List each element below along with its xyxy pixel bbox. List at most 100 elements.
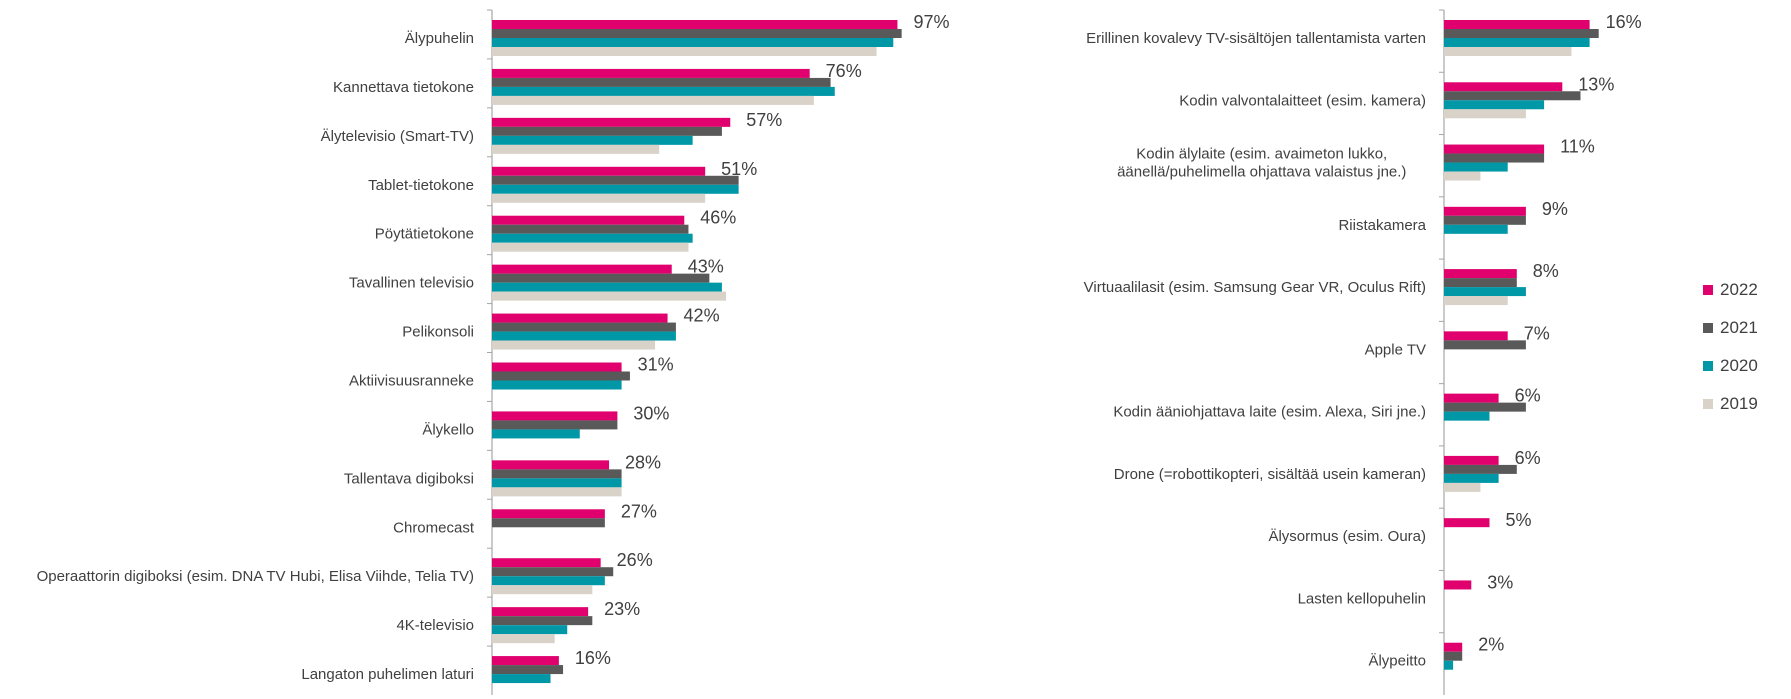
data-label: 27%: [621, 501, 657, 521]
category-label: Apple TV: [1365, 341, 1426, 358]
bar-2022: [1444, 393, 1499, 403]
bar-2020: [492, 674, 551, 684]
category-label: Kodin älylaite (esim. avaimeton lukko, ää…: [1117, 146, 1406, 181]
bar-2020: [1444, 100, 1545, 110]
bar-2019: [492, 242, 689, 252]
bar-2021: [492, 77, 831, 87]
category-label: Operaattorin digiboksi (esim. DNA TV Hub…: [37, 568, 474, 585]
data-label: 8%: [1533, 261, 1559, 281]
bar-2022: [1444, 518, 1490, 528]
bar-2022: [492, 20, 898, 29]
data-label: 6%: [1515, 386, 1541, 406]
bar-2019: [492, 487, 622, 497]
data-label: 51%: [721, 159, 757, 179]
bar-2022: [492, 68, 810, 78]
data-label: 11%: [1560, 137, 1595, 157]
bar-2021: [492, 616, 593, 626]
bar-2022: [492, 313, 668, 323]
category-label: Pelikonsoli: [402, 324, 474, 341]
bar-2019: [1444, 47, 1572, 56]
bar-2022: [492, 411, 618, 421]
bar-2021: [492, 224, 689, 234]
data-label: 28%: [625, 452, 661, 472]
bar-2020: [492, 625, 568, 635]
category-label: Kannettava tietokone: [333, 79, 474, 96]
bar-2021: [492, 29, 902, 38]
bar-2021: [492, 665, 564, 675]
bar-2022: [1444, 642, 1463, 652]
data-label: 97%: [913, 12, 949, 32]
bar-2022: [492, 509, 605, 519]
legend-swatch-2019: [1703, 399, 1713, 409]
bar-2020: [492, 331, 676, 341]
bar-2022: [492, 460, 610, 470]
bar-2019: [492, 144, 660, 154]
bar-2019: [492, 634, 555, 644]
data-label: 76%: [826, 61, 862, 81]
bar-2019: [1444, 109, 1526, 119]
category-label: Pöytätietokone: [375, 226, 474, 243]
bar-2021: [492, 469, 622, 479]
bar-2021: [492, 518, 605, 528]
bar-2022: [1444, 82, 1563, 92]
bar-2022: [492, 656, 559, 666]
data-label: 16%: [1606, 12, 1642, 32]
bar-2022: [1444, 144, 1545, 154]
data-label: 23%: [604, 599, 640, 619]
chart-1: 97% Älypuhelin 76% Kannettava tietokone 57% Ä…: [37, 9, 949, 695]
bar-2021: [492, 567, 614, 577]
bar-2022: [1444, 20, 1590, 29]
bar-2019: [492, 193, 706, 203]
bar-2019: [492, 47, 877, 56]
data-label: 30%: [633, 403, 669, 423]
category-label: 4K-televisio: [396, 617, 474, 634]
chart-2: 16% Erillinen kovalevy TV-sisältöjen tall…: [1084, 9, 1642, 695]
data-label: 26%: [617, 550, 653, 570]
bar-2022: [1444, 580, 1472, 590]
bar-2021: [1444, 340, 1526, 350]
bar-2021: [1444, 91, 1581, 101]
category-label: Langaton puhelimen laturi: [301, 666, 474, 683]
bar-2021: [492, 175, 739, 185]
bar-2022: [492, 215, 685, 225]
category-label: Älypeitto: [1368, 653, 1426, 670]
legend-label-2020: 2020: [1720, 356, 1758, 375]
bar-2021: [492, 420, 618, 430]
bar-2021: [1444, 464, 1517, 474]
bar-2021: [492, 322, 676, 332]
category-label: Chromecast: [393, 519, 475, 536]
category-label: Tallentava digiboksi: [344, 470, 474, 487]
bar-2020: [1444, 411, 1490, 421]
data-label: 42%: [684, 306, 720, 326]
legend: 2022 2021 2020 2019: [1703, 280, 1758, 413]
data-label: 7%: [1524, 323, 1550, 343]
bar-2020: [1444, 287, 1526, 297]
bar-2020: [492, 184, 739, 194]
data-label: 6%: [1515, 448, 1541, 468]
bar-2022: [492, 264, 672, 274]
bar-2019: [492, 291, 727, 301]
legend-label-2022: 2022: [1720, 280, 1758, 299]
data-label: 16%: [575, 648, 611, 668]
category-label: Älypuhelin: [405, 30, 474, 47]
bar-2022: [1444, 206, 1526, 216]
bar-2020: [492, 429, 580, 439]
bar-2020: [492, 38, 894, 47]
bar-2019: [1444, 171, 1481, 181]
data-label: 43%: [688, 257, 724, 277]
bar-2020: [492, 282, 722, 292]
bar-2020: [1444, 162, 1508, 172]
bar-2020: [1444, 660, 1454, 670]
bar-2019: [1444, 296, 1508, 306]
bar-2021: [492, 371, 630, 381]
bar-2020: [1444, 224, 1508, 234]
bar-2022: [492, 607, 589, 617]
category-label: Aktiivisuusranneke: [349, 373, 474, 390]
bar-2020: [492, 380, 622, 390]
data-label: 9%: [1542, 199, 1568, 219]
category-label: Älytelevisio (Smart-TV): [321, 128, 474, 145]
category-label: Drone (=robottikopteri, sisältää usein k…: [1114, 466, 1426, 483]
bar-2020: [492, 478, 622, 488]
bar-2021: [1444, 29, 1599, 38]
bar-2022: [492, 558, 601, 568]
